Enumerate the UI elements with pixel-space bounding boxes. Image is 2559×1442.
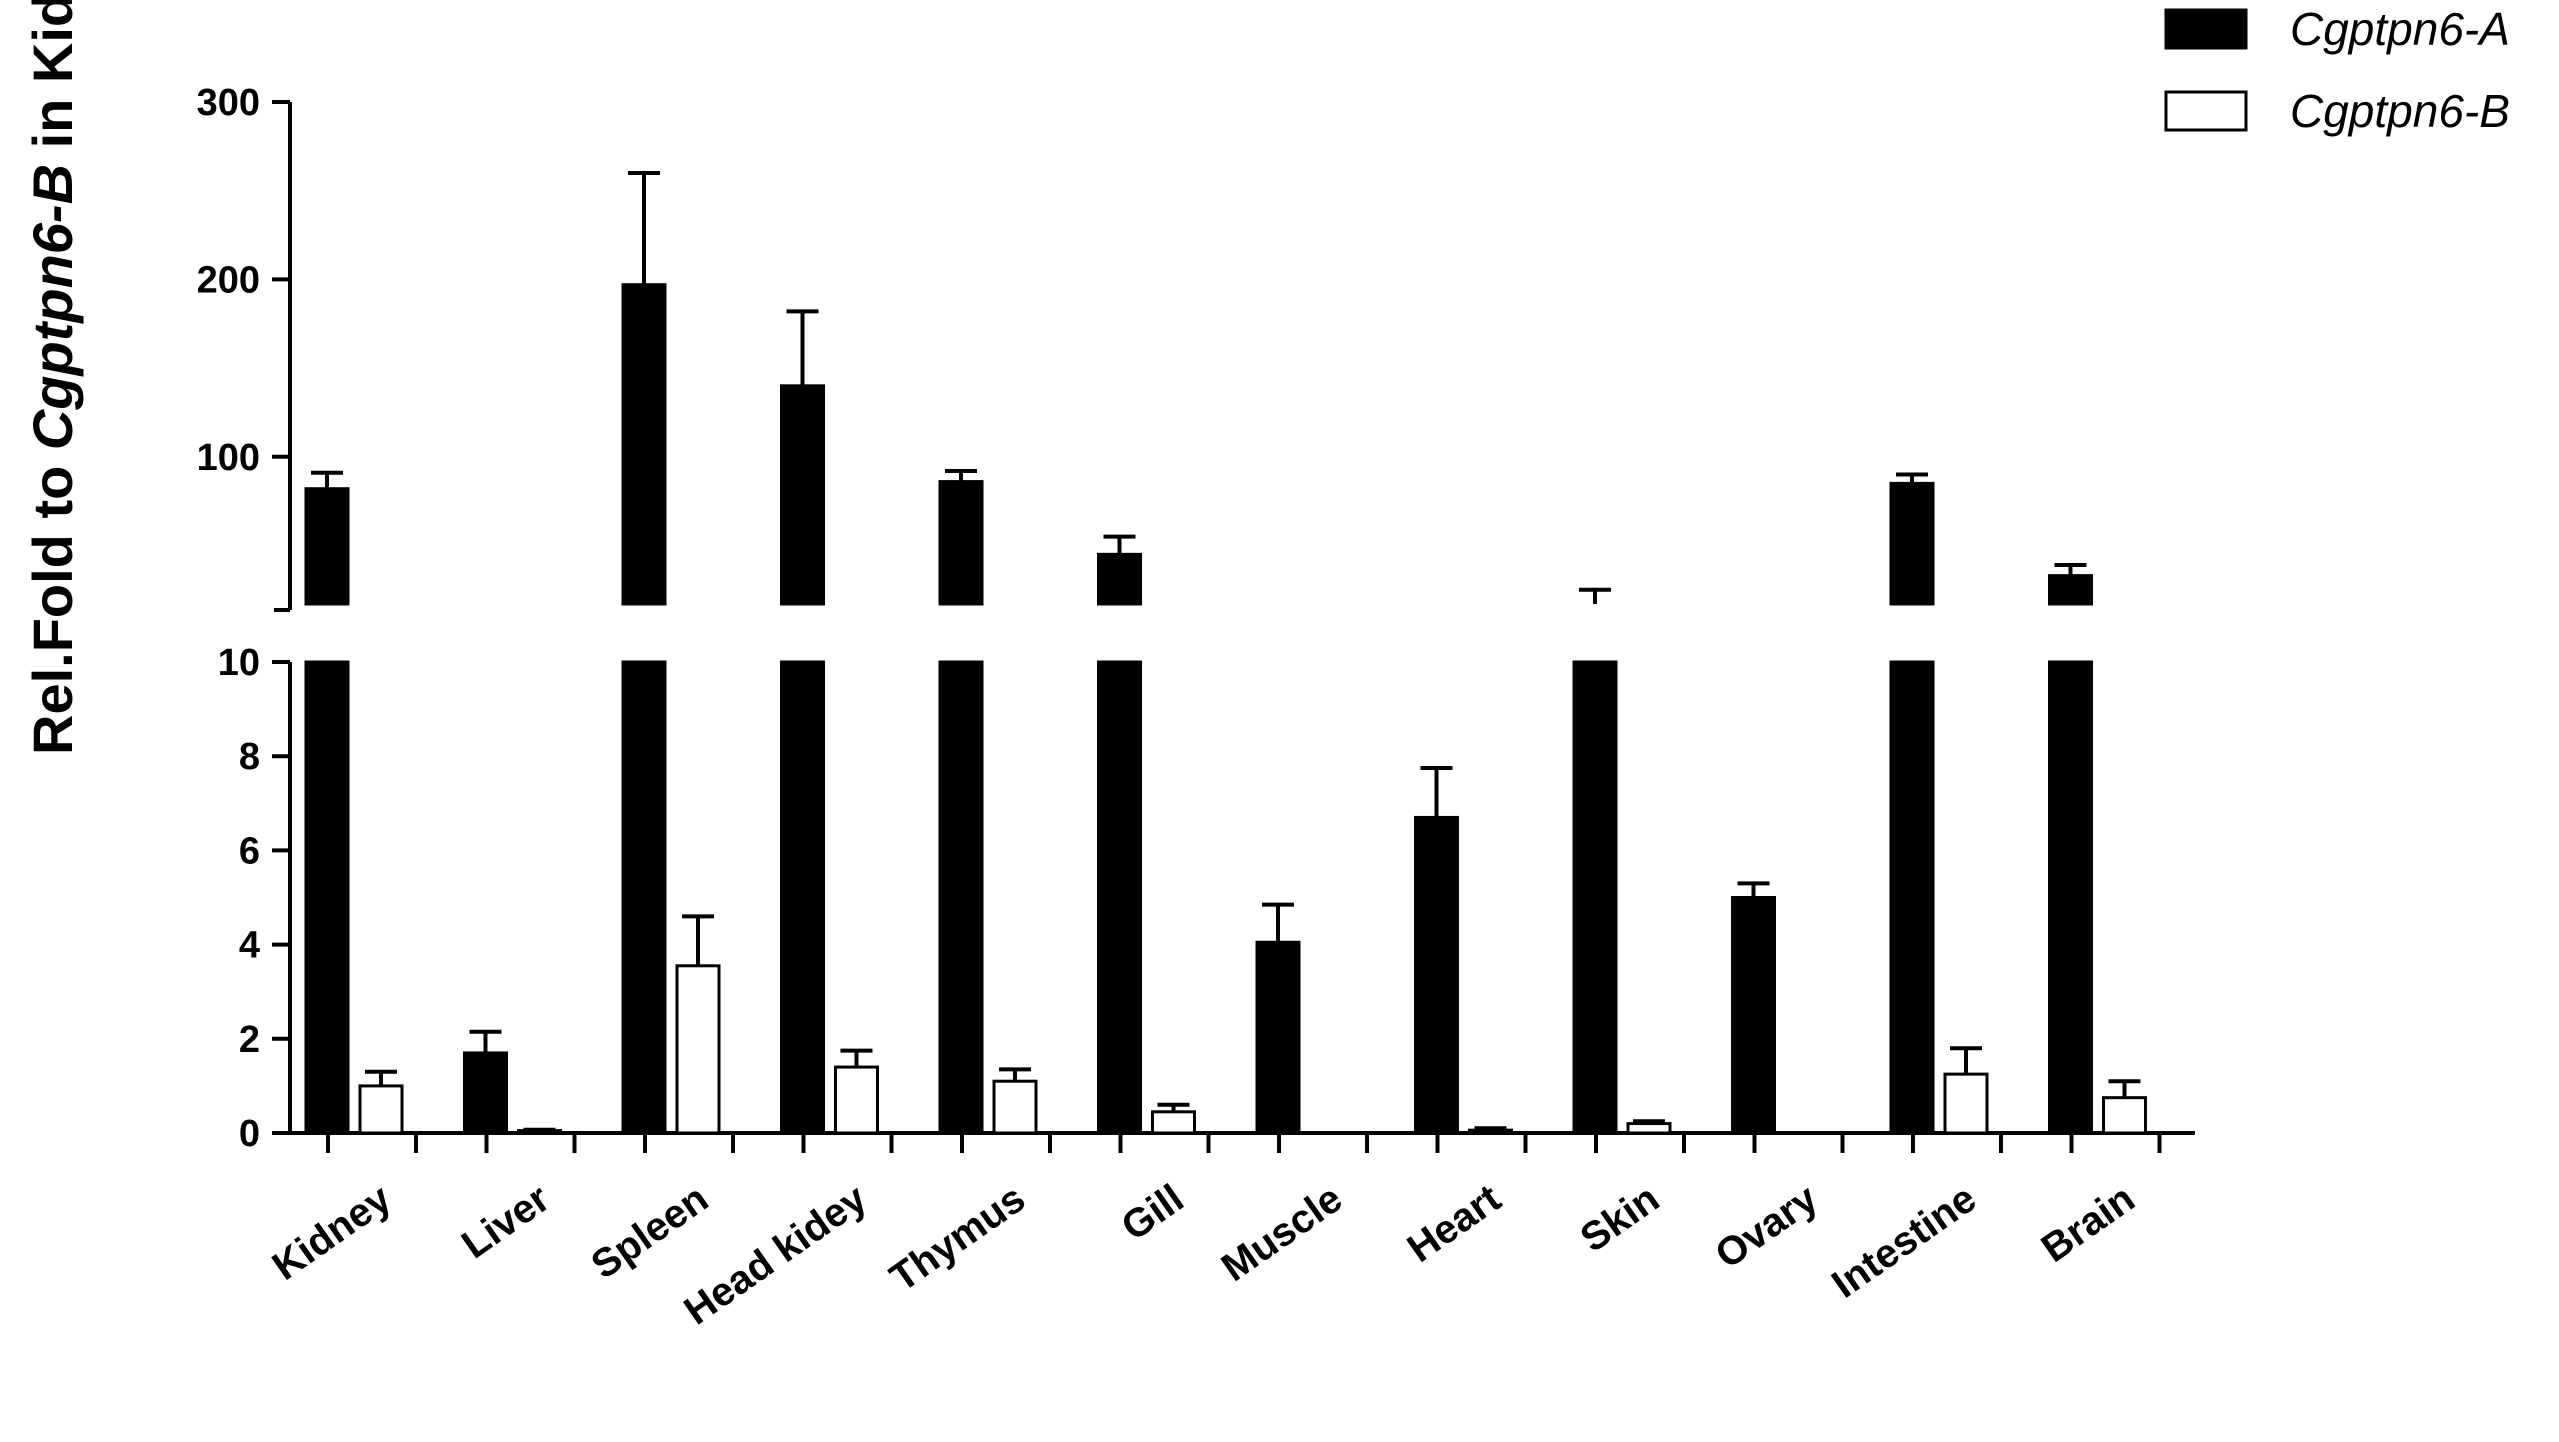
- y-tick-label: 300: [197, 82, 260, 124]
- y-axis-title-prefix: Rel.Fold to: [21, 450, 84, 755]
- bar-series-a-upper: [621, 283, 667, 606]
- x-tick-label: Skin: [1573, 1176, 1667, 1261]
- x-tick-label: Gill: [1114, 1176, 1192, 1249]
- bar-series-a-lower: [1097, 660, 1142, 1135]
- x-tick-label: Liver: [454, 1176, 558, 1267]
- y-tick-label: 0: [239, 1113, 260, 1155]
- x-tick-label: Muscle: [1214, 1176, 1350, 1290]
- bar-series-a-upper: [938, 480, 984, 606]
- y-tick-label: 6: [239, 830, 260, 872]
- y-tick-label: 4: [239, 925, 260, 967]
- x-tick-label: Ovary: [1708, 1176, 1827, 1278]
- x-tick-label: Heart: [1400, 1176, 1509, 1271]
- legend-label-series-b: Cgptpn6-B: [2290, 85, 2510, 137]
- x-tick-label: Thymus: [882, 1176, 1033, 1300]
- bar-series-a-lower: [938, 660, 984, 1135]
- y-ticks: 0 2 4 6 8 10 100 200 300: [197, 82, 290, 1155]
- bar-series-b: [1943, 1072, 1989, 1135]
- y-tick-label: 10: [218, 642, 260, 684]
- bar-series-a: [1414, 815, 1459, 1135]
- bar-series-b: [992, 1079, 1038, 1135]
- legend: Cgptpn6-A Cgptpn6-B: [2164, 3, 2510, 137]
- bar-series-a-upper: [780, 384, 825, 606]
- bar-series-b: [675, 964, 721, 1135]
- legend-swatch-series-a: [2164, 8, 2248, 50]
- bar-series-a-upper: [2048, 574, 2093, 606]
- bar-series-b: [1626, 1122, 1672, 1135]
- bar-series-b: [2102, 1096, 2147, 1135]
- bar-series-a-upper: [1097, 552, 1142, 606]
- y-axis-title-suffix: in Kidney: [21, 0, 84, 164]
- x-tick-label: Spleen: [583, 1176, 716, 1287]
- bar-series-a-lower: [2048, 660, 2093, 1135]
- y-tick-label: 8: [239, 736, 260, 778]
- legend-swatch-series-b: [2164, 90, 2248, 132]
- bar-series-a-upper: [1889, 481, 1935, 606]
- error-bars: [311, 170, 2141, 1132]
- y-axis-title-italic: Cgptpn6-B: [21, 164, 84, 450]
- bar-series-a-upper: [304, 487, 350, 606]
- bar-series-b: [1468, 1128, 1513, 1135]
- y-tick-label: 200: [197, 259, 260, 301]
- bar-series-b: [358, 1084, 404, 1135]
- bar-series-a: [1731, 896, 1776, 1135]
- y-tick-label: 100: [197, 437, 260, 479]
- bar-series-b: [1151, 1110, 1196, 1135]
- y-tick-label: 2: [239, 1019, 260, 1061]
- legend-label-series-a: Cgptpn6-A: [2290, 3, 2510, 55]
- bar-series-a-lower: [780, 660, 825, 1135]
- axes: [274, 102, 2195, 1135]
- bar-series-a: [463, 1051, 508, 1135]
- bar-series-b: [834, 1065, 879, 1135]
- x-tick-label: Brain: [2034, 1176, 2143, 1271]
- bar-series-a-lower: [621, 660, 667, 1135]
- bar-series-a-lower: [1889, 660, 1935, 1135]
- bar-series-a-lower: [1572, 660, 1618, 1135]
- bar-series-a-lower: [304, 660, 350, 1135]
- bars: [304, 283, 2147, 1135]
- bar-series-a: [1255, 940, 1301, 1135]
- y-axis-title: Rel.Fold to Cgptpn6-B in Kidney: [21, 0, 84, 755]
- x-tick-label: Intestine: [1824, 1176, 1984, 1306]
- x-tick-label: Kidney: [265, 1176, 400, 1289]
